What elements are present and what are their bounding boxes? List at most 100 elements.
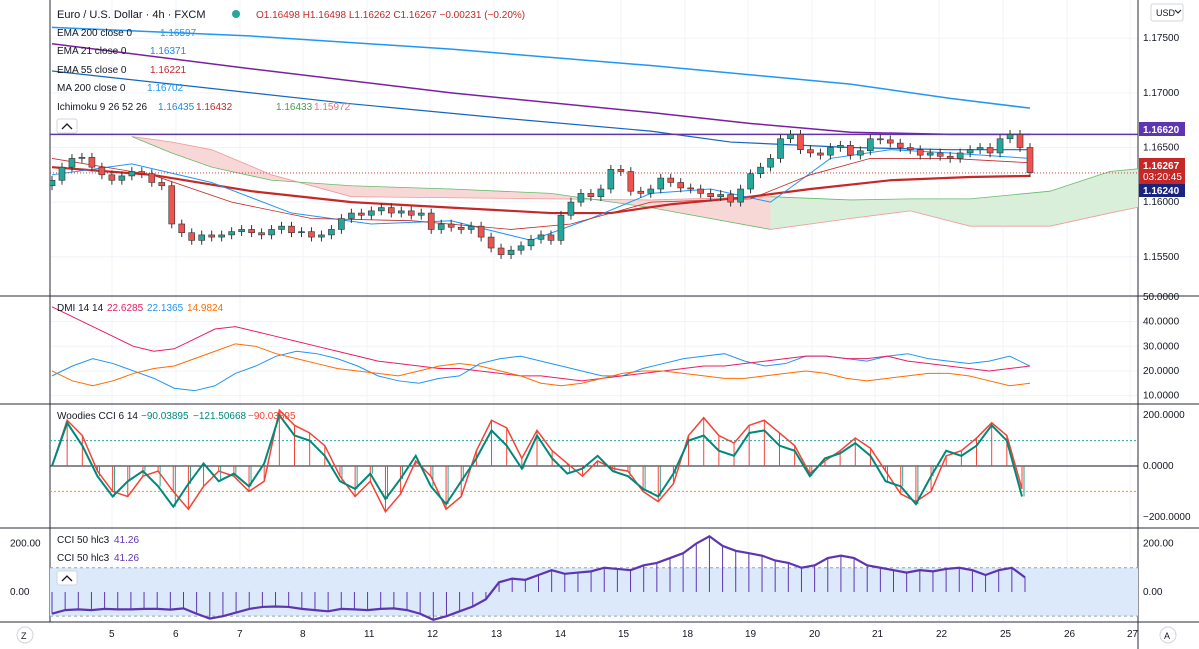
date-tick-label: 22 <box>936 629 948 640</box>
date-tick-label: 25 <box>1000 629 1012 640</box>
ema21-value: 1.16371 <box>150 46 187 57</box>
ema55-label[interactable]: EMA 55 close 0 <box>57 65 127 76</box>
candle-body <box>607 169 615 190</box>
candle-body <box>1016 134 1024 148</box>
date-tick-label: 13 <box>491 629 503 640</box>
candle-body <box>298 231 305 234</box>
ichimoku-base: 1.16432 <box>196 102 233 113</box>
candle-body <box>517 245 525 251</box>
currency-selector[interactable]: USD <box>1150 3 1184 22</box>
candle-body <box>946 155 954 159</box>
candle-body <box>507 249 515 255</box>
woodies-cci-pane[interactable] <box>50 408 1138 514</box>
woodies-cci-line <box>51 412 1023 509</box>
ema-price-tag <box>1139 184 1185 197</box>
cci50-label-1[interactable]: CCI 50 hlc3 <box>57 535 110 546</box>
dmi-value-2: 22.1365 <box>147 303 184 314</box>
date-tick-label: 27 <box>1127 629 1139 640</box>
woodies-value-3: −90.03895 <box>248 411 296 422</box>
candle-body <box>308 231 315 238</box>
svg-text:Z: Z <box>21 631 27 641</box>
dmi-series-line <box>51 306 1031 382</box>
candle-body <box>268 229 275 236</box>
candle-body <box>417 212 425 216</box>
candle-body <box>118 175 126 181</box>
candle-body <box>258 232 265 236</box>
kijun-line <box>51 158 1031 230</box>
chevron-down-icon <box>1174 9 1182 14</box>
candle-body <box>757 166 764 175</box>
price-tags: 1.16620 1.16267 03:20:45 1.16240 <box>1139 122 1185 197</box>
date-tick-label: 14 <box>555 629 567 640</box>
timezone-button[interactable]: Z <box>16 626 34 644</box>
candle-body <box>567 201 575 216</box>
cci-right-tick-label: 0.00 <box>1143 587 1163 598</box>
dmi-tick-label: 40.0000 <box>1143 317 1180 328</box>
candle-body <box>797 134 804 150</box>
candle-body <box>857 150 864 156</box>
candle-body <box>178 223 186 234</box>
candle-body <box>447 223 455 228</box>
dmi-label[interactable]: DMI 14 14 <box>57 303 104 314</box>
candle-body <box>158 182 166 187</box>
collapse-legend-button[interactable] <box>56 118 78 134</box>
cci50-label-2[interactable]: CCI 50 hlc3 <box>57 553 110 564</box>
dmi-tick-label: 10.0000 <box>1143 391 1180 402</box>
candle-body <box>378 207 385 212</box>
price-pane[interactable] <box>49 26 1199 259</box>
cci-right-tick-label: 200.00 <box>1143 539 1174 550</box>
candle-body <box>717 194 724 197</box>
ema200-label[interactable]: EMA 200 close 0 <box>57 28 132 39</box>
dmi-value-3: 14.9824 <box>187 303 224 314</box>
cci50-pane[interactable] <box>50 534 1138 621</box>
woodies-value-2: −121.50668 <box>193 411 247 422</box>
ma200-value: 1.16702 <box>147 83 184 94</box>
grid <box>50 0 1138 622</box>
candle-body <box>168 185 176 225</box>
candle-body <box>867 138 874 152</box>
cci50-line <box>51 534 1026 621</box>
chevron-up-icon <box>61 575 73 582</box>
candle-body <box>537 234 545 240</box>
candle-body <box>896 142 904 148</box>
candle-body <box>767 158 774 168</box>
candle-body <box>397 210 405 214</box>
candle-body <box>88 157 96 168</box>
woodies-label[interactable]: Woodies CCI 6 14 <box>57 411 138 422</box>
candle-body <box>288 225 295 234</box>
candle-body <box>926 152 934 156</box>
candle-body <box>996 138 1004 154</box>
candle-body <box>188 232 196 241</box>
candle-body <box>138 171 146 175</box>
auto-scale-button[interactable]: A <box>1159 626 1177 644</box>
ichimoku-span-b: 1.15972 <box>314 102 351 113</box>
candle-body <box>667 177 675 183</box>
date-tick-label: 8 <box>300 629 306 640</box>
candle-body <box>427 212 435 230</box>
candle-body <box>477 225 485 238</box>
hline-price-tag <box>1139 122 1185 136</box>
candle-body <box>687 187 694 190</box>
ema55-value: 1.16221 <box>150 65 187 76</box>
candle-body <box>358 212 365 216</box>
last-price-tag <box>1139 158 1185 184</box>
date-tick-label: 12 <box>427 629 439 640</box>
candle-body <box>777 138 784 159</box>
axes: 5 6 7 8 11 12 13 14 15 18 19 20 21 22 25 26 27 1.17500 1.1… <box>10 33 1191 640</box>
price-tick-label: 1.15500 <box>1143 252 1180 263</box>
candle-body <box>976 147 984 150</box>
dmi-tick-label: 20.0000 <box>1143 366 1180 377</box>
candle-body <box>248 229 255 234</box>
collapse-cci-legend-button[interactable] <box>56 570 78 586</box>
candle-body <box>986 147 994 154</box>
symbol-title[interactable]: Euro / U.S. Dollar · 4h · FXCM <box>57 9 206 21</box>
date-tick-label: 21 <box>872 629 884 640</box>
dmi-pane[interactable] <box>51 306 1031 392</box>
candle-body <box>128 171 136 177</box>
ichimoku-label[interactable]: Ichimoku 9 26 52 26 <box>57 102 147 113</box>
ema21-label[interactable]: EMA 21 close 0 <box>57 46 127 57</box>
candle-body <box>936 152 944 157</box>
ma200-label[interactable]: MA 200 close 0 <box>57 83 126 94</box>
candle-body <box>58 166 66 181</box>
